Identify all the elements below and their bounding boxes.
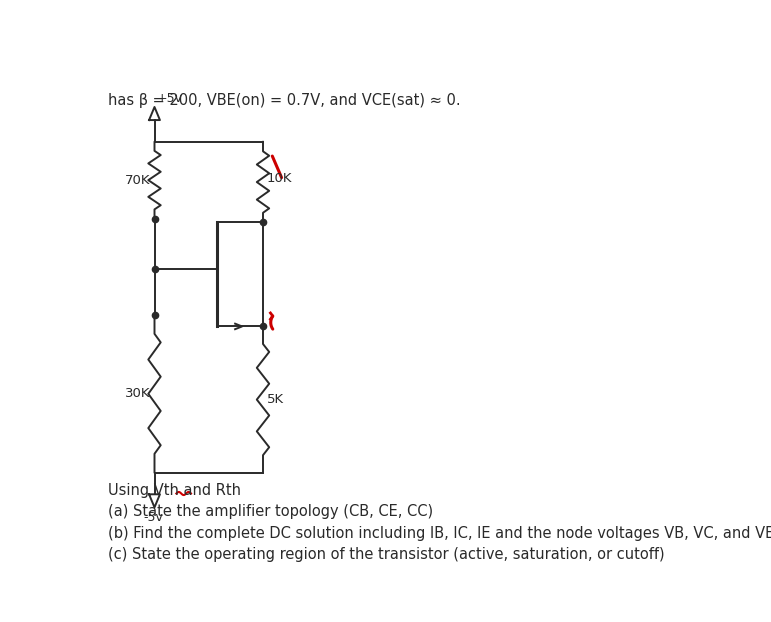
Text: Using Vth and Rth: Using Vth and Rth — [108, 483, 241, 498]
Text: has β = 200, VBE(on) = 0.7V, and VCE(sat) ≈ 0.: has β = 200, VBE(on) = 0.7V, and VCE(sat… — [108, 93, 460, 108]
Text: (c) State the operating region of the transistor (active, saturation, or cutoff): (c) State the operating region of the tr… — [108, 547, 665, 562]
Text: (a) State the amplifier topology (CB, CE, CC): (a) State the amplifier topology (CB, CE… — [108, 504, 433, 519]
Text: (b) Find the complete DC solution including IB, IC, IE and the node voltages VB,: (b) Find the complete DC solution includ… — [108, 526, 771, 541]
Text: 5K: 5K — [267, 393, 284, 406]
Text: +5v: +5v — [157, 91, 183, 104]
Text: 10K: 10K — [267, 172, 292, 185]
Text: -5v: -5v — [143, 511, 163, 524]
Text: 30K: 30K — [125, 388, 150, 401]
Text: 70K: 70K — [125, 174, 150, 187]
